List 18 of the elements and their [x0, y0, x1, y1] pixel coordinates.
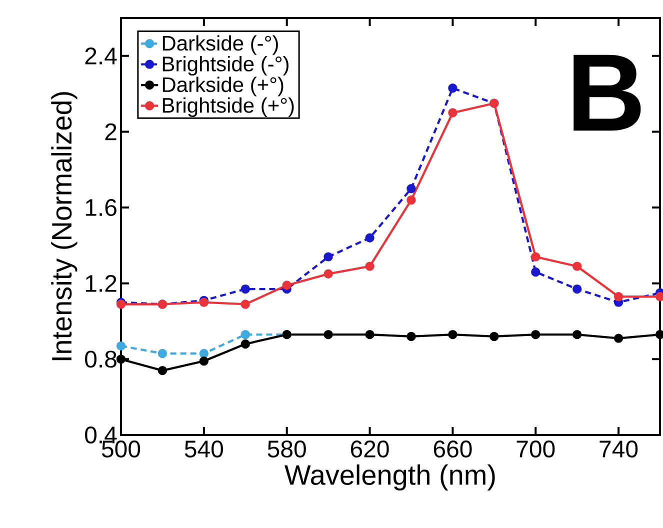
legend-label: Brightside (-°) [162, 56, 288, 76]
y-tick-label: 2 [105, 123, 116, 140]
x-tick-label: 620 [350, 440, 389, 458]
annotation: B [574, 54, 641, 131]
y-tick-label: 1.6 [86, 199, 116, 216]
y-tick-label: 1.2 [86, 274, 116, 292]
legend-label: Darkside (-°) [162, 35, 278, 55]
y-tick-label: 0.8 [85, 350, 116, 368]
x-tick-label: 740 [600, 440, 638, 458]
x-tick-label: 660 [434, 440, 472, 458]
x-tick-label: 700 [516, 440, 555, 458]
x-axis-title: Wavelength (nm) [284, 464, 495, 490]
legend-label: Brightside (+°) [162, 97, 294, 117]
x-tick-label: 580 [268, 440, 306, 458]
legend-label: Darkside (+°) [162, 76, 284, 96]
x-tick-label: 540 [184, 440, 223, 458]
y-axis-title: Intensity (Normalized) [51, 92, 78, 360]
y-tick-label: 2.4 [85, 48, 117, 64]
